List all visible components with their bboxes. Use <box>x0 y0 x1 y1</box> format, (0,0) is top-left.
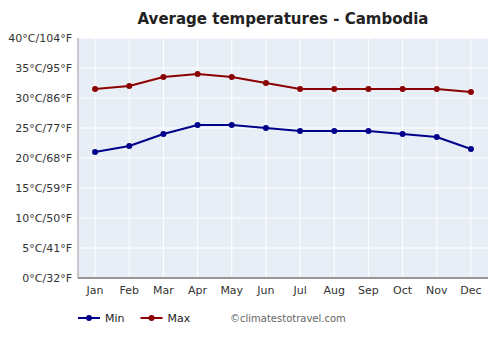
grid-line <box>78 158 488 159</box>
x-tick-label: Jun <box>256 284 274 297</box>
x-tick-label: Jul <box>292 284 306 297</box>
series-marker <box>434 134 440 140</box>
y-tick-label: 35°C/95°F <box>15 62 72 75</box>
grid-line <box>368 38 369 278</box>
grid-line <box>95 38 96 278</box>
series-marker <box>92 86 98 92</box>
grid-line <box>265 38 266 278</box>
grid-line <box>300 38 301 278</box>
x-tick-label: Sep <box>358 284 379 297</box>
x-tick-label: Oct <box>393 284 413 297</box>
plot-marks <box>92 71 474 155</box>
series-marker <box>160 131 166 137</box>
series-marker <box>400 86 406 92</box>
y-tick-label: 25°C/77°F <box>15 122 72 135</box>
series-marker <box>331 86 337 92</box>
y-tick-label: 10°C/50°F <box>15 212 72 225</box>
title: Average temperatures - Cambodia <box>138 10 429 28</box>
grid-line <box>78 188 488 189</box>
series-marker <box>263 80 269 86</box>
legend-label: Min <box>105 312 125 325</box>
y-tick-label: 0°C/32°F <box>22 272 72 285</box>
series-marker <box>92 149 98 155</box>
x-tick-label: Jan <box>86 284 104 297</box>
legend-label: Max <box>168 312 191 325</box>
grid-line <box>78 98 488 99</box>
series-marker <box>365 86 371 92</box>
grid-line <box>436 38 437 278</box>
grid <box>78 38 488 278</box>
series-marker <box>229 122 235 128</box>
watermark: ©climatestotravel.com <box>230 313 346 324</box>
x-tick-label: Feb <box>120 284 139 297</box>
grid-line <box>78 278 488 279</box>
y-tick-label: 40°C/104°F <box>8 32 72 45</box>
y-axis <box>78 38 79 278</box>
series-marker <box>434 86 440 92</box>
series-marker <box>297 128 303 134</box>
chart: 0°C/32°F 5°C/41°F 10°C/50°F 15°C/59°F 20°C/6… <box>0 0 500 350</box>
series-marker <box>297 86 303 92</box>
grid-line <box>78 68 488 69</box>
x-tick-label: Nov <box>426 284 448 297</box>
x-tick-label: Mar <box>153 284 174 297</box>
grid-line <box>78 248 488 249</box>
series-marker <box>331 128 337 134</box>
x-tick-label: Apr <box>188 284 208 297</box>
plot-area <box>78 38 488 278</box>
y-tick-label: 5°C/41°F <box>22 242 72 255</box>
grid-line <box>129 38 130 278</box>
grid-line <box>334 38 335 278</box>
series-marker <box>365 128 371 134</box>
grid-line <box>78 128 488 129</box>
series-marker <box>263 125 269 131</box>
series-marker <box>468 146 474 152</box>
series-marker <box>160 74 166 80</box>
series-line <box>95 74 471 92</box>
series-line <box>95 125 471 152</box>
series-marker <box>126 143 132 149</box>
chart-container: 0°C/32°F 5°C/41°F 10°C/50°F 15°C/59°F 20°C/6… <box>0 0 500 350</box>
x-axis <box>78 277 488 278</box>
series-marker <box>126 83 132 89</box>
series-marker <box>195 122 201 128</box>
legend-marker <box>86 315 92 321</box>
legend: Min Max <box>78 312 191 325</box>
y-tick-label: 30°C/86°F <box>15 92 72 105</box>
x-tick-label: May <box>220 284 243 297</box>
y-tick-label: 15°C/59°F <box>15 182 72 195</box>
grid-line <box>78 218 488 219</box>
series-marker <box>195 71 201 77</box>
legend-marker <box>149 315 155 321</box>
grid-line <box>78 38 488 39</box>
series-marker <box>229 74 235 80</box>
grid-line <box>470 38 471 278</box>
grid-line <box>402 38 403 278</box>
x-tick-label: Dec <box>460 284 481 297</box>
y-tick-label: 20°C/68°F <box>15 152 72 165</box>
x-tick-label: Aug <box>324 284 345 297</box>
series-marker <box>468 89 474 95</box>
series-marker <box>400 131 406 137</box>
